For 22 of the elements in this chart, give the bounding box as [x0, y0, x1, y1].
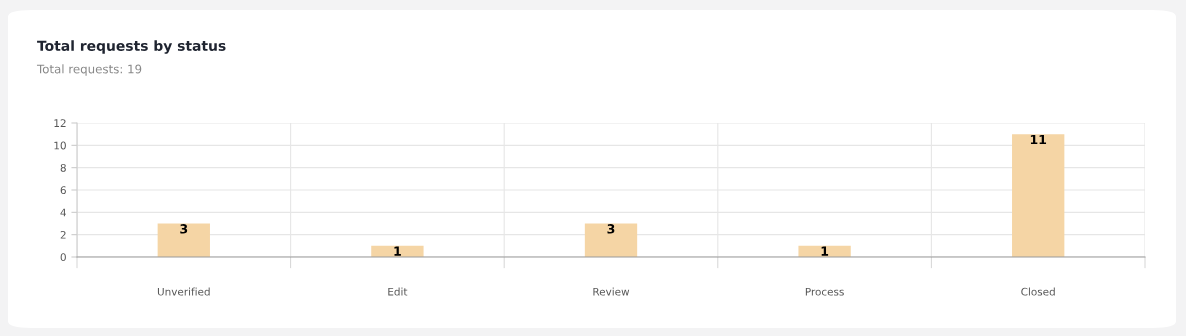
data-label: 1: [821, 246, 829, 256]
data-label: 1: [394, 246, 401, 256]
x-tick-label: Closed: [1021, 287, 1055, 296]
chart-title: Total requests by status: [37, 40, 226, 54]
y-tick-label: 4: [60, 208, 66, 217]
x-tick-label: Unverified: [157, 287, 210, 296]
chart-subtitle: Total requests: 19: [36, 64, 142, 76]
y-tick-label: 8: [60, 163, 66, 172]
y-tick-label: 12: [54, 119, 66, 127]
x-tick-label: Process: [805, 287, 844, 296]
bar: [157, 223, 210, 257]
bar: [1012, 134, 1065, 257]
y-tick-label: 0: [60, 253, 66, 262]
x-tick-label: Edit: [388, 287, 408, 296]
data-label: 3: [180, 224, 188, 234]
data-label: 3: [607, 224, 615, 234]
bar: [584, 223, 638, 257]
x-tick-label: Review: [593, 287, 630, 296]
y-tick-label: 10: [54, 141, 66, 150]
y-tick-label: 2: [60, 230, 66, 239]
y-tick-label: 6: [60, 186, 66, 195]
data-label: 11: [1030, 134, 1047, 145]
